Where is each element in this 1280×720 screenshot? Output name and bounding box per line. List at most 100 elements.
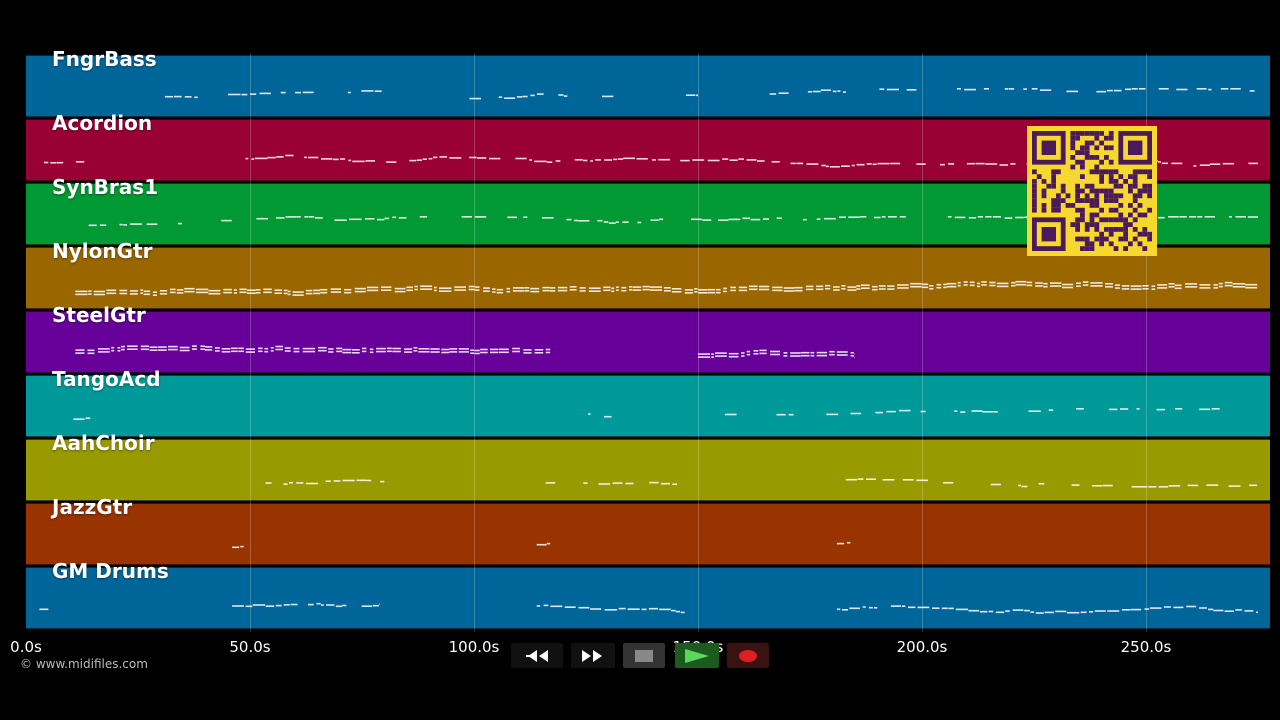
midi-note [524, 287, 530, 289]
midi-note [868, 606, 873, 609]
midi-note [354, 290, 366, 293]
midi-note [1038, 483, 1045, 485]
rewind-button[interactable] [511, 643, 563, 668]
midi-note [836, 354, 848, 356]
record-button[interactable] [727, 643, 769, 668]
midi-note [990, 483, 1002, 486]
midi-note [1157, 287, 1168, 289]
midi-note [723, 290, 727, 293]
midi-note [684, 292, 694, 294]
midi-note [794, 289, 803, 292]
midi-note [140, 292, 144, 294]
midi-note [356, 479, 367, 482]
midi-note [694, 288, 698, 290]
midi-note [474, 289, 480, 291]
midi-note [652, 159, 656, 161]
midi-note [214, 347, 220, 349]
midi-note [829, 350, 835, 353]
midi-note [468, 288, 475, 291]
midi-note [536, 93, 544, 95]
midi-note [718, 219, 729, 221]
midi-note [1230, 88, 1241, 90]
midi-note [168, 345, 178, 348]
midi-note [977, 282, 981, 285]
midi-note [557, 289, 568, 292]
midi-note [386, 350, 392, 353]
track-name: TangoAcd [52, 367, 161, 391]
midi-note [361, 347, 367, 350]
fast-forward-button[interactable] [571, 643, 615, 668]
midi-note [293, 347, 300, 350]
midi-note [906, 89, 917, 91]
midi-note [569, 286, 577, 288]
midi-note [287, 293, 291, 296]
midi-note [233, 292, 237, 294]
midi-note [530, 290, 540, 293]
midi-note [1232, 286, 1246, 288]
midi-note [458, 351, 469, 353]
midi-note [969, 284, 975, 287]
midi-note [1066, 611, 1080, 614]
midi-note [418, 351, 430, 353]
midi-note [422, 158, 427, 160]
midi-note [971, 410, 983, 412]
midi-note [245, 605, 253, 608]
midi-note [954, 410, 958, 412]
midi-note [1130, 288, 1142, 290]
midi-note [783, 352, 788, 354]
midi-note [1228, 485, 1241, 487]
midi-note [270, 347, 274, 349]
midi-note [886, 88, 899, 91]
midi-note [847, 286, 857, 288]
midi-note [325, 480, 331, 482]
midi-note [1092, 485, 1103, 487]
midi-note [340, 158, 346, 160]
midi-note [856, 288, 861, 290]
midi-note [879, 88, 885, 90]
midi-note [1121, 288, 1130, 290]
midi-note [825, 165, 829, 168]
midi-note [948, 607, 954, 610]
track-lane: TangoAcd [26, 367, 1270, 437]
midi-note [805, 285, 814, 288]
midi-note [99, 224, 107, 226]
midi-note [746, 159, 757, 161]
midi-note [461, 216, 472, 218]
stop-button[interactable] [623, 643, 665, 668]
midi-note [988, 610, 994, 613]
midi-note [246, 292, 256, 294]
midi-note [1249, 484, 1257, 487]
midi-note [342, 351, 352, 354]
midi-note [302, 91, 314, 94]
midi-note [1142, 288, 1149, 290]
midi-note [1136, 408, 1140, 410]
midi-note [304, 216, 308, 218]
midi-note [194, 96, 198, 99]
midi-note [564, 606, 576, 608]
midi-note [1218, 285, 1223, 288]
midi-note [283, 289, 288, 292]
midi-note [516, 96, 523, 98]
midi-note [583, 482, 588, 484]
midi-note [449, 348, 458, 350]
midi-note [873, 216, 881, 219]
midi-note [1232, 283, 1246, 285]
midi-note [381, 286, 392, 288]
midi-note [836, 351, 848, 353]
midi-note [335, 605, 342, 608]
midi-note [523, 216, 528, 218]
midi-note [629, 289, 632, 291]
midi-note [563, 95, 568, 97]
midi-note [985, 163, 998, 165]
midi-note [87, 349, 95, 352]
play-button[interactable] [675, 643, 719, 668]
midi-note [778, 92, 789, 94]
midi-note [406, 286, 413, 289]
midi-note [1044, 611, 1054, 614]
midi-note [496, 291, 504, 294]
midi-note [1199, 284, 1211, 286]
midi-note [522, 95, 528, 98]
midi-note [354, 287, 366, 290]
midi-note [290, 603, 298, 606]
midi-note [264, 350, 269, 353]
